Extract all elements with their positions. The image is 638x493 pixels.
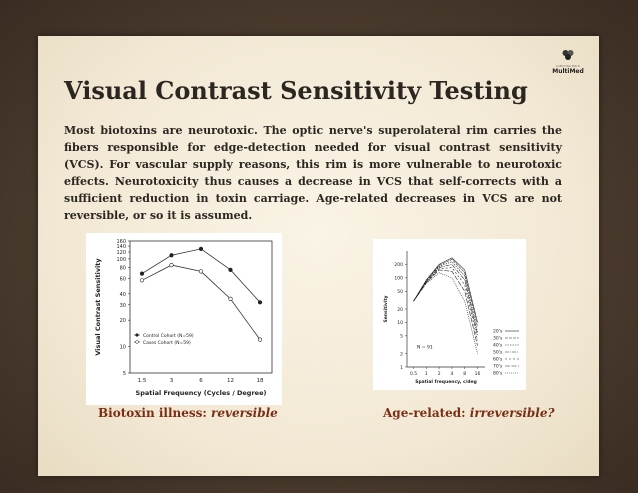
chart2-legend-label: 30's [493,336,503,342]
chart1-y-tick-label: 10 [120,345,126,351]
chart1-y-tick-label: 5 [123,371,126,377]
chart2-y-tick-label: 10 [397,320,403,326]
chart1-y-tick-label: 20 [120,318,126,324]
chart2-legend-label: 60's [493,357,503,363]
chart1-point [169,253,174,258]
chart1-legend-marker [135,333,139,337]
chart1-legend-label: Control Cohort (N=59) [143,333,194,339]
chart1-point [228,296,233,301]
chart1-point [257,300,263,305]
chart2-y-tick-label: 20 [397,307,403,313]
slide-body: Most biotoxins are neurotoxic. The optic… [64,124,562,222]
chart1-y-tick-label: 100 [116,257,126,263]
slide: SURVIVING MOLD MultiMed Visual Contrast … [38,36,599,476]
chart2-y-tick-label: 200 [394,262,403,268]
chart2-legend-label: 80's [493,371,503,377]
vcs-cohort-chart: 5 10 20 30 40 60 80 100 120 140 160 1.5 3 6 12 18 Spatia… [86,233,282,405]
chart2-y-tick-label: 1 [400,365,403,371]
chart1-point [169,262,174,268]
chart2-y-tick-label: 5 [400,334,403,340]
chart2-x-tick-label: 1 [425,371,428,377]
caption-age: Age-related: irreversible? [383,406,555,420]
slide-title: Visual Contrast Sensitivity Testing [64,76,528,105]
chart2-y-tick-label: 2 [400,351,403,357]
chart2-annotation: N = 91 [417,345,433,351]
chart1-point [228,267,233,272]
chart1-plot-frame [129,240,273,374]
chart1-x-tick-label: 6 [199,378,203,384]
chart2-x-tick-label: 8 [463,371,466,377]
caption-biotoxin-label: Biotoxin illness: [98,406,207,420]
chart1-x-tick-label: 1.5 [138,378,147,384]
mold-logo-icon [562,50,574,60]
chart1-y-tick-label: 120 [116,250,126,256]
chart1-y-tick-label: 30 [120,303,126,309]
chart2-series-line [413,264,478,336]
chart1-y-tick-label: 160 [116,239,126,245]
chart2-series-line [413,269,478,346]
chart1-series-line [141,248,261,303]
chart2-legend-label: 50's [493,350,503,356]
chart2-y-axis-label: Sensitivity [383,295,389,322]
caption-biotoxin-value: reversible [211,406,278,420]
chart1-y-tick-label: 140 [116,244,126,250]
caption-age-label: Age-related: [383,406,466,420]
age-sensitivity-chart: 1 2 5 10 20 50 100 200 0.5 1 2 4 8 16 Spatial frequenc… [373,239,526,390]
multimed-logo: SURVIVING MOLD MultiMed [546,46,590,76]
chart2-x-axis-label: Spatial frequency, c/deg [415,379,477,385]
chart1-x-tick-label: 3 [170,378,174,384]
chart2-legend-label: 40's [493,343,503,349]
chart1-y-axis-label: Visual Contrast Sensitivity [94,258,102,356]
chart2-x-tick-label: 4 [451,371,454,377]
chart2-series-line [413,261,478,333]
chart1-x-tick-label: 18 [257,378,264,384]
chart1-series-line [141,264,261,340]
chart2-x-tick-label: 0.5 [410,371,417,377]
chart2-legend-label: 20's [493,329,503,335]
age-sensitivity-chart-svg: 1 2 5 10 20 50 100 200 0.5 1 2 4 8 16 Spatial frequenc… [383,251,519,385]
chart2-legend-label: 70's [493,364,503,370]
caption-age-value: irreversible? [469,406,555,420]
chart2-y-tick-label: 100 [394,276,403,282]
chart1-x-axis-label: Spatial Frequency (Cycles / Degree) [136,389,267,397]
chart2-series-line [413,267,478,341]
chart2-x-tick-label: 16 [475,371,481,377]
chart1-y-tick-label: 40 [120,292,126,298]
logo-name: MultiMed [552,68,584,75]
caption-biotoxin: Biotoxin illness: reversible [98,406,278,420]
chart1-point [198,269,204,274]
chart1-legend-marker [135,340,139,344]
chart1-point [257,337,263,342]
chart2-series-line [413,272,478,354]
chart1-point [139,278,145,283]
logo-tagline: SURVIVING MOLD [556,65,580,68]
chart1-point [139,271,145,276]
chart1-point [198,246,204,252]
chart1-x-tick-label: 12 [227,378,234,384]
chart1-legend-label: Cases Cohort (N=59) [143,340,191,346]
chart1-y-tick-label: 60 [120,276,126,282]
chart2-x-tick-label: 2 [438,371,441,377]
chart1-y-tick-label: 80 [120,265,126,271]
chart2-y-tick-label: 50 [397,289,403,295]
